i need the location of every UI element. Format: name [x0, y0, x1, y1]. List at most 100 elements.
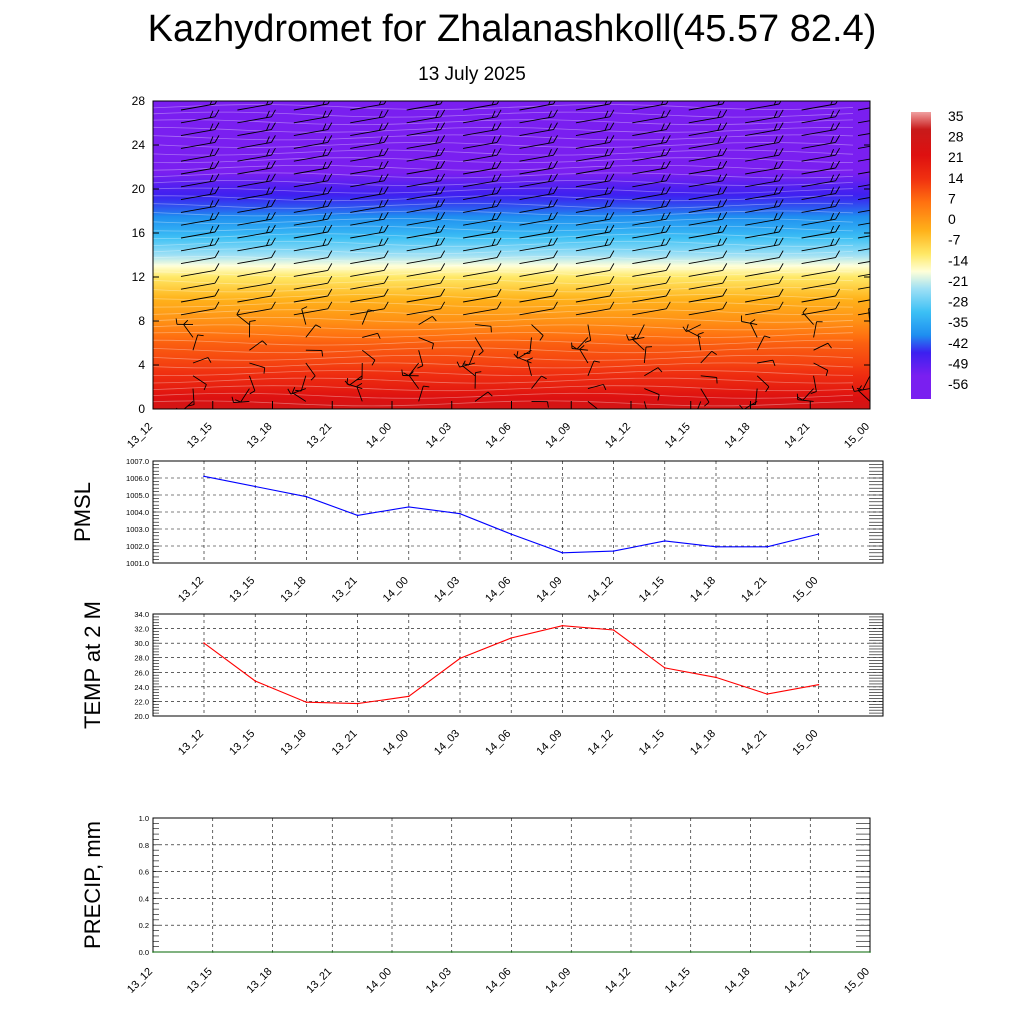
contour-line: [153, 164, 854, 171]
colorbar-label: -28: [948, 294, 968, 310]
wind-barb: [857, 235, 870, 239]
wind-barb: [474, 391, 493, 402]
wind-barb: [406, 199, 446, 213]
wind-barb: [350, 122, 389, 137]
colorbar-label: 35: [948, 108, 964, 124]
wind-barb: [418, 316, 437, 325]
y-tick-label: 0: [138, 402, 145, 416]
wind-barb: [519, 173, 558, 188]
wind-barb: [406, 160, 446, 175]
wind-barb: [183, 319, 194, 338]
colorbar-fill: [911, 112, 931, 399]
y-tick-label: 1003.0: [126, 525, 149, 534]
wind-barb: [463, 160, 502, 175]
wind-barb: [632, 263, 671, 277]
colorbar-label: -42: [948, 335, 968, 351]
wind-barb: [361, 349, 376, 366]
wind-barb: [869, 363, 870, 365]
wind-barb: [463, 109, 502, 124]
y-tick-label: 0.2: [139, 921, 149, 930]
wind-barb: [350, 160, 389, 175]
wind-barb: [463, 237, 502, 252]
wind-barb: [350, 199, 389, 213]
wind-barb: [575, 237, 615, 252]
x-tick-label: 14_12: [603, 966, 633, 996]
wind-barb: [745, 250, 784, 265]
data-point: [766, 693, 768, 695]
wind-barb: [688, 160, 728, 175]
wind-barb: [801, 288, 840, 303]
contour-line: [153, 362, 854, 369]
x-tick-label: 15_00: [790, 728, 820, 758]
wind-barb: [801, 109, 840, 124]
wind-barb: [745, 147, 784, 162]
wind-barb: [700, 375, 718, 384]
wind-barb: [575, 211, 615, 226]
x-tick-label: 14_03: [424, 966, 454, 996]
wind-barb: [406, 301, 446, 316]
y-tick-label: 1007.0: [126, 457, 149, 466]
wind-barb: [632, 275, 671, 290]
wind-barb: [745, 275, 784, 290]
wind-barb: [632, 237, 671, 252]
contour-line: [153, 278, 854, 285]
wind-barb: [801, 250, 840, 265]
x-tick-label: 14_00: [381, 728, 411, 758]
x-tick-label: 13_12: [176, 728, 206, 758]
data-point: [254, 485, 256, 488]
y-tick-label: 22.0: [134, 697, 149, 706]
colorbar-label: 0: [948, 211, 956, 227]
wind-barb: [745, 301, 784, 316]
wind-barb: [406, 288, 446, 303]
wind-barb: [462, 360, 476, 377]
wind-barb: [575, 275, 615, 290]
wind-barb: [403, 362, 420, 376]
wind-barb: [857, 158, 870, 162]
x-tick-label: 14_09: [543, 966, 573, 996]
contour-line: [153, 377, 854, 384]
wind-barb: [192, 357, 212, 364]
wind-barb: [474, 371, 482, 389]
wind-barb: [688, 263, 728, 277]
x-tick-label: 13_18: [278, 575, 308, 605]
x-tick-label: 13_18: [278, 728, 308, 758]
x-tick-label: 14_15: [663, 966, 693, 996]
pmsl-panel: 1001.0 1002.0 1003.0 1004.0 1005.0 1006.0 1007…: [70, 457, 884, 605]
wind-barb: [745, 237, 784, 252]
wind-barb: [293, 186, 333, 201]
wind-barb: [305, 362, 316, 381]
x-tick-label: 14_15: [663, 421, 693, 451]
wind-barb: [575, 288, 615, 303]
contour-line: [153, 248, 854, 255]
wind-barb: [305, 349, 324, 357]
contour-line: [153, 392, 854, 399]
wind-barb: [632, 301, 671, 316]
x-tick-label: 14_09: [543, 421, 573, 451]
wind-barb: [463, 275, 502, 290]
wind-barb: [519, 135, 558, 149]
wind-barb: [587, 384, 607, 391]
y-tick-label: 12: [132, 270, 146, 284]
wind-barbs: [175, 101, 870, 409]
wind-barb: [237, 147, 276, 162]
x-tick-label: 15_00: [842, 421, 872, 451]
data-point: [664, 540, 666, 542]
contour-line: [153, 126, 854, 133]
x-tick-label: 13_18: [245, 421, 275, 451]
wind-barb: [857, 248, 870, 252]
wind-barb: [519, 160, 558, 175]
wind-barb: [406, 186, 446, 201]
x-tick-label: 14_06: [484, 421, 514, 451]
wind-barb: [401, 369, 419, 377]
wind-barb: [519, 122, 558, 137]
wind-barb: [237, 109, 276, 124]
wind-barb: [350, 186, 389, 201]
data-point: [212, 951, 214, 953]
wind-barb: [350, 250, 389, 265]
x-tick-label: 13_15: [185, 966, 215, 996]
wind-barb: [406, 135, 446, 149]
wind-barb: [293, 288, 333, 303]
wind-barb: [697, 331, 704, 351]
x-tick-label: 14_21: [782, 421, 812, 451]
wind-barb: [293, 250, 333, 265]
